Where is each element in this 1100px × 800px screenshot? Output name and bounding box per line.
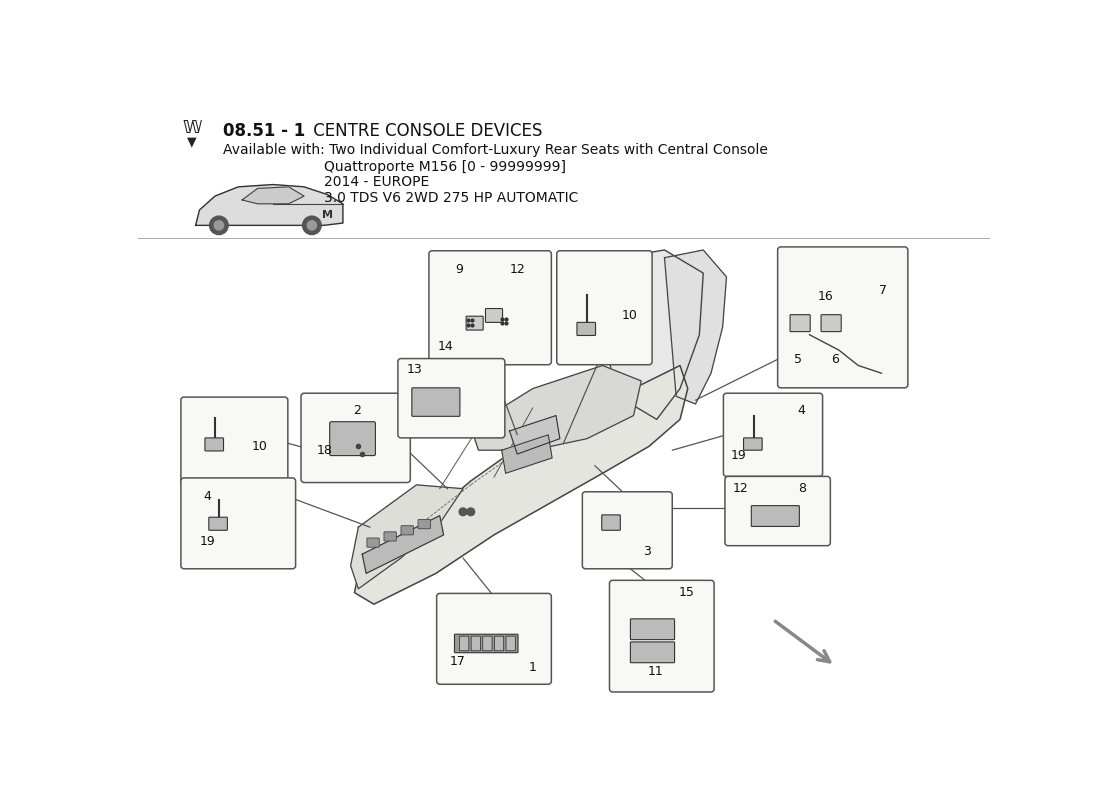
FancyBboxPatch shape	[454, 634, 518, 653]
Text: 10: 10	[252, 440, 268, 453]
Circle shape	[214, 221, 223, 230]
Text: 10: 10	[621, 309, 638, 322]
Text: 16: 16	[817, 290, 834, 302]
Polygon shape	[471, 366, 641, 450]
Text: 11: 11	[647, 666, 663, 678]
FancyBboxPatch shape	[180, 478, 296, 569]
Text: 14: 14	[438, 340, 454, 353]
Text: ▼: ▼	[187, 136, 197, 149]
FancyBboxPatch shape	[582, 492, 672, 569]
Polygon shape	[603, 250, 703, 419]
Text: M: M	[322, 210, 333, 220]
FancyBboxPatch shape	[725, 476, 830, 546]
Text: 2014 - EUROPE: 2014 - EUROPE	[323, 175, 429, 190]
FancyBboxPatch shape	[485, 309, 503, 322]
FancyBboxPatch shape	[209, 517, 228, 530]
Text: 2: 2	[353, 404, 361, 417]
FancyBboxPatch shape	[429, 250, 551, 365]
FancyBboxPatch shape	[180, 397, 288, 484]
Polygon shape	[362, 516, 443, 574]
FancyBboxPatch shape	[411, 388, 460, 416]
Polygon shape	[509, 415, 560, 454]
Text: 9: 9	[455, 262, 463, 276]
FancyBboxPatch shape	[630, 642, 674, 662]
FancyBboxPatch shape	[205, 438, 223, 451]
Polygon shape	[242, 187, 304, 204]
FancyBboxPatch shape	[384, 532, 396, 541]
Text: 13: 13	[406, 363, 422, 376]
Text: 5: 5	[794, 353, 802, 366]
Text: 𝕎: 𝕎	[182, 119, 201, 138]
Text: Quattroporte M156 [0 - 99999999]: Quattroporte M156 [0 - 99999999]	[323, 160, 565, 174]
FancyBboxPatch shape	[460, 636, 469, 650]
Polygon shape	[351, 485, 463, 589]
Text: 19: 19	[199, 534, 216, 547]
Text: 1: 1	[529, 661, 537, 674]
Text: 4: 4	[798, 404, 805, 417]
FancyBboxPatch shape	[821, 314, 842, 332]
Polygon shape	[502, 435, 552, 474]
FancyBboxPatch shape	[483, 636, 492, 650]
FancyBboxPatch shape	[576, 322, 595, 335]
Text: 15: 15	[679, 586, 694, 599]
Text: 12: 12	[509, 262, 525, 276]
Text: 8: 8	[799, 482, 806, 495]
FancyBboxPatch shape	[398, 358, 505, 438]
FancyBboxPatch shape	[744, 438, 762, 450]
Polygon shape	[664, 250, 726, 404]
Text: 6: 6	[832, 353, 839, 366]
Text: Available with: Two Individual Comfort-Luxury Rear Seats with Central Console: Available with: Two Individual Comfort-L…	[222, 143, 768, 157]
Text: 3: 3	[644, 546, 651, 558]
FancyBboxPatch shape	[778, 247, 907, 388]
Text: 17: 17	[450, 655, 465, 669]
FancyBboxPatch shape	[494, 636, 504, 650]
FancyBboxPatch shape	[437, 594, 551, 684]
FancyBboxPatch shape	[471, 636, 481, 650]
FancyBboxPatch shape	[630, 619, 674, 640]
FancyBboxPatch shape	[609, 580, 714, 692]
Polygon shape	[196, 185, 343, 226]
Text: 7: 7	[879, 283, 887, 297]
Polygon shape	[354, 366, 688, 604]
Circle shape	[466, 508, 474, 516]
FancyBboxPatch shape	[506, 636, 515, 650]
FancyBboxPatch shape	[557, 250, 652, 365]
FancyBboxPatch shape	[602, 515, 620, 530]
Circle shape	[210, 216, 228, 234]
Text: 18: 18	[317, 444, 333, 457]
Circle shape	[307, 221, 317, 230]
Text: 19: 19	[732, 449, 747, 462]
FancyBboxPatch shape	[402, 526, 414, 535]
Text: 3.0 TDS V6 2WD 275 HP AUTOMATIC: 3.0 TDS V6 2WD 275 HP AUTOMATIC	[323, 190, 578, 205]
Text: CENTRE CONSOLE DEVICES: CENTRE CONSOLE DEVICES	[308, 122, 542, 140]
Text: 4: 4	[204, 490, 211, 503]
FancyBboxPatch shape	[466, 316, 483, 330]
FancyBboxPatch shape	[790, 314, 811, 332]
Text: 12: 12	[733, 482, 748, 495]
FancyBboxPatch shape	[330, 422, 375, 455]
FancyBboxPatch shape	[751, 506, 800, 526]
FancyBboxPatch shape	[301, 394, 410, 482]
FancyBboxPatch shape	[724, 394, 823, 476]
Circle shape	[302, 216, 321, 234]
FancyBboxPatch shape	[367, 538, 380, 547]
Text: 08.51 - 1: 08.51 - 1	[222, 122, 305, 140]
Circle shape	[459, 508, 466, 516]
FancyBboxPatch shape	[418, 519, 430, 529]
